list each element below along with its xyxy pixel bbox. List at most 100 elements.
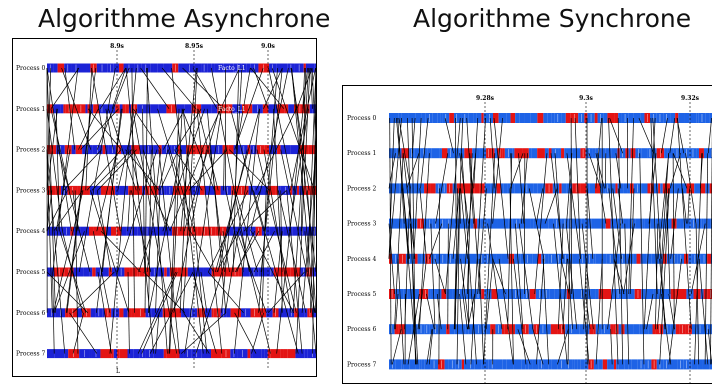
- task-segment: [437, 113, 441, 123]
- task-segment: [121, 145, 132, 155]
- task-segment: [524, 113, 531, 123]
- task-segment: [624, 359, 629, 370]
- message-line: [707, 117, 712, 154]
- message-line: [80, 108, 119, 150]
- task-segment: [446, 289, 453, 299]
- time-label: 8.95s: [185, 43, 204, 50]
- message-line: [447, 223, 449, 330]
- task-segment: [640, 113, 645, 123]
- message-line: [492, 258, 506, 295]
- task-segment: [468, 253, 471, 264]
- message-line: [470, 117, 486, 365]
- message-line: [677, 117, 692, 330]
- task-segment: [495, 359, 503, 370]
- task-segment: [708, 148, 712, 159]
- task-segment: [124, 267, 130, 277]
- task-segment: [105, 145, 109, 155]
- task-segment: [566, 148, 573, 159]
- task-segment: [507, 289, 513, 299]
- bottom-label: L: [116, 368, 120, 375]
- message-line: [557, 329, 569, 365]
- facto-label: Facto_L1: [218, 106, 246, 113]
- message-line: [182, 108, 208, 354]
- task-segment: [587, 289, 591, 299]
- message-line: [168, 108, 180, 354]
- task-segment: [117, 349, 120, 359]
- task-segment: [176, 104, 185, 114]
- message-line: [50, 67, 80, 109]
- task-segment: [162, 308, 174, 318]
- task-segment: [241, 267, 250, 277]
- task-segment: [532, 253, 535, 264]
- task-segment: [494, 148, 498, 159]
- task-segment: [502, 148, 505, 159]
- task-segment: [102, 145, 106, 155]
- task-segment: [703, 289, 708, 299]
- task-segment: [678, 113, 685, 123]
- task-segment: [57, 63, 65, 73]
- message-line: [144, 67, 148, 313]
- message-line: [223, 149, 225, 191]
- task-segment: [546, 324, 551, 335]
- task-segment: [211, 63, 215, 73]
- task-segment: [666, 183, 670, 194]
- message-line: [201, 67, 240, 150]
- task-segment: [238, 104, 242, 114]
- task-segment: [512, 324, 516, 335]
- task-segment: [163, 63, 170, 73]
- message-line: [102, 108, 122, 273]
- task-segment: [247, 145, 251, 155]
- message-line: [168, 149, 190, 232]
- task-segment: [548, 148, 552, 159]
- message-line: [236, 67, 251, 150]
- message-line: [391, 329, 402, 365]
- message-line: [307, 67, 316, 273]
- task-segment: [518, 289, 524, 299]
- task-segment: [669, 183, 675, 194]
- communication-lines: [388, 117, 712, 365]
- task-segment: [684, 253, 689, 264]
- message-line: [444, 117, 454, 154]
- task-segment: [653, 183, 659, 194]
- facto-label: Facto_L1: [218, 65, 246, 72]
- message-line: [487, 223, 503, 330]
- task-segment: [536, 218, 541, 229]
- task-segment: [564, 148, 567, 159]
- task-segment: [599, 253, 607, 264]
- message-line: [459, 153, 469, 224]
- process-row: [389, 113, 712, 123]
- task-segment: [667, 218, 672, 229]
- message-line: [85, 67, 93, 191]
- message-line: [217, 149, 248, 273]
- message-line: [518, 223, 534, 330]
- task-segment: [292, 226, 299, 236]
- task-segment: [278, 185, 281, 195]
- task-segment: [558, 148, 562, 159]
- task-segment: [646, 253, 652, 264]
- task-segment: [701, 218, 704, 229]
- task-segment: [530, 253, 533, 264]
- task-segment: [431, 148, 440, 159]
- message-line: [125, 67, 155, 354]
- task-segment: [592, 148, 596, 159]
- message-line: [50, 108, 70, 191]
- task-segment: [207, 145, 210, 155]
- message-line: [61, 67, 92, 150]
- task-segment: [598, 289, 605, 299]
- task-segment: [108, 267, 112, 277]
- task-segment: [644, 218, 651, 229]
- task-segment: [628, 113, 634, 123]
- task-segment: [305, 63, 315, 73]
- message-line: [420, 117, 429, 189]
- process-label: Process 7: [16, 351, 45, 358]
- task-segment: [55, 185, 59, 195]
- message-line: [258, 67, 278, 313]
- process-label: Process 0: [16, 65, 45, 72]
- task-segment: [87, 185, 90, 195]
- task-segment: [459, 218, 468, 229]
- task-segment: [551, 113, 555, 123]
- task-segment: [267, 185, 276, 195]
- process-label: Process 4: [16, 228, 45, 235]
- message-line: [485, 258, 494, 330]
- message-line: [452, 188, 461, 259]
